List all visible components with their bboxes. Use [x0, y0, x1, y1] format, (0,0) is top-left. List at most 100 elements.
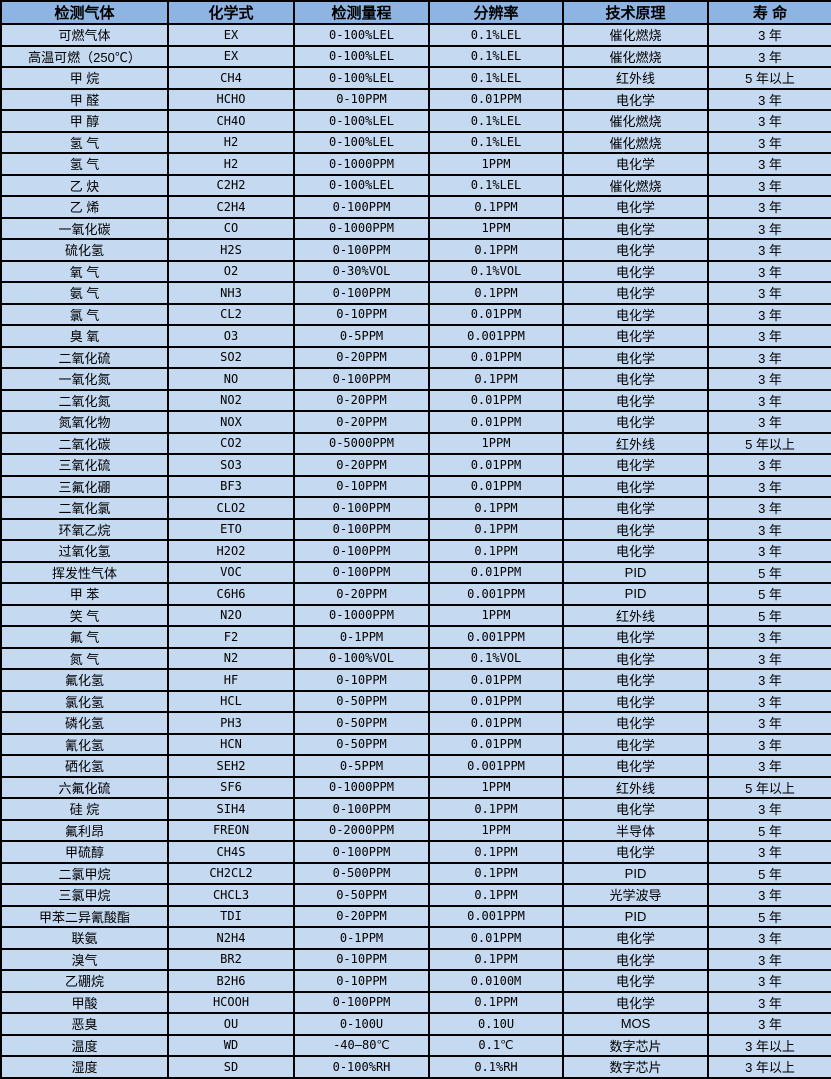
cell-technology-principle: 电化学 [562, 281, 709, 305]
cell-resolution: 0.1PPM [428, 367, 564, 391]
cell-resolution: 0.01PPM [428, 345, 564, 369]
cell-lifespan: 3 年 [707, 1012, 831, 1036]
cell-resolution: 0.1PPM [428, 238, 564, 262]
cell-technology-principle: 数字芯片 [562, 1033, 709, 1057]
table-row: 过氧化氢 H2O2 0-100PPM 0.1PPM 电化学 3 年 [0, 539, 831, 563]
cell-lifespan: 3 年 [707, 474, 831, 498]
cell-technology-principle: 电化学 [562, 152, 709, 176]
cell-detection-range: 0-1000PPM [293, 775, 430, 799]
table-row: 笑 气 N2O 0-1000PPM 1PPM 红外线 5 年 [0, 603, 831, 627]
table-row: 甲苯二异氰酸酯 TDI 0-20PPM 0.001PPM PID 5 年 [0, 904, 831, 928]
cell-gas-name: 甲 苯 [0, 582, 169, 606]
cell-detection-range: 0-100PPM [293, 840, 430, 864]
table-row: 甲酸 HCOOH 0-100PPM 0.1PPM 电化学 3 年 [0, 990, 831, 1014]
cell-technology-principle: PID [562, 861, 709, 885]
table-row: 一氧化氮 NO 0-100PPM 0.1PPM 电化学 3 年 [0, 367, 831, 391]
cell-lifespan: 3 年 [707, 130, 831, 154]
cell-gas-name: 湿度 [0, 1055, 169, 1079]
cell-gas-name: 联氨 [0, 926, 169, 950]
cell-technology-principle: 电化学 [562, 926, 709, 950]
cell-detection-range: 0-10PPM [293, 87, 430, 111]
cell-detection-range: 0-5000PPM [293, 431, 430, 455]
cell-gas-name: 二氧化氯 [0, 496, 169, 520]
cell-resolution: 0.01PPM [428, 689, 564, 713]
cell-resolution: 1PPM [428, 818, 564, 842]
cell-chemical-formula: ETO [167, 517, 295, 541]
cell-technology-principle: 电化学 [562, 496, 709, 520]
cell-resolution: 0.01PPM [428, 732, 564, 756]
cell-chemical-formula: O2 [167, 259, 295, 283]
cell-lifespan: 3 年 [707, 238, 831, 262]
cell-detection-range: 0-1PPM [293, 926, 430, 950]
table-row: 恶臭 OU 0-100U 0.10U MOS 3 年 [0, 1012, 831, 1036]
cell-detection-range: 0-500PPM [293, 861, 430, 885]
cell-resolution: 1PPM [428, 603, 564, 627]
cell-resolution: 0.01PPM [428, 87, 564, 111]
cell-resolution: 0.1PPM [428, 517, 564, 541]
table-row: 乙 炔 C2H2 0-100%LEL 0.1%LEL 催化燃烧 3 年 [0, 173, 831, 197]
cell-technology-principle: 电化学 [562, 754, 709, 778]
cell-chemical-formula: CH4 [167, 66, 295, 90]
cell-resolution: 0.001PPM [428, 754, 564, 778]
cell-gas-name: 硒化氢 [0, 754, 169, 778]
cell-resolution: 0.1PPM [428, 797, 564, 821]
cell-detection-range: 0-100U [293, 1012, 430, 1036]
cell-lifespan: 3 年以上 [707, 1033, 831, 1057]
cell-gas-name: 环氧乙烷 [0, 517, 169, 541]
cell-resolution: 1PPM [428, 775, 564, 799]
cell-detection-range: 0-100%LEL [293, 173, 430, 197]
table-header: 检测气体 化学式 检测量程 分辨率 技术原理 寿 命 [0, 0, 831, 25]
cell-lifespan: 3 年 [707, 926, 831, 950]
cell-gas-name: 二氯甲烷 [0, 861, 169, 885]
cell-resolution: 0.1PPM [428, 861, 564, 885]
cell-gas-name: 硫化氢 [0, 238, 169, 262]
cell-gas-name: 挥发性气体 [0, 560, 169, 584]
cell-gas-name: 氯化氢 [0, 689, 169, 713]
cell-gas-name: 氢 气 [0, 130, 169, 154]
cell-technology-principle: 红外线 [562, 431, 709, 455]
cell-detection-range: 0-100PPM [293, 990, 430, 1014]
table-row: 臭 氧 O3 0-5PPM 0.001PPM 电化学 3 年 [0, 324, 831, 348]
cell-chemical-formula: C2H4 [167, 195, 295, 219]
cell-gas-name: 一氧化氮 [0, 367, 169, 391]
cell-lifespan: 3 年 [707, 302, 831, 326]
cell-gas-name: 硅 烷 [0, 797, 169, 821]
cell-resolution: 1PPM [428, 431, 564, 455]
cell-gas-name: 氮 气 [0, 646, 169, 670]
cell-chemical-formula: CO2 [167, 431, 295, 455]
cell-technology-principle: MOS [562, 1012, 709, 1036]
cell-chemical-formula: SO2 [167, 345, 295, 369]
cell-lifespan: 3 年 [707, 732, 831, 756]
table-row: 二氧化硫 SO2 0-20PPM 0.01PPM 电化学 3 年 [0, 345, 831, 369]
cell-resolution: 0.01PPM [428, 474, 564, 498]
cell-technology-principle: 电化学 [562, 732, 709, 756]
cell-lifespan: 3 年 [707, 87, 831, 111]
cell-detection-range: 0-100%LEL [293, 66, 430, 90]
cell-chemical-formula: CH4S [167, 840, 295, 864]
cell-gas-name: 甲 醇 [0, 109, 169, 133]
cell-detection-range: 0-10PPM [293, 947, 430, 971]
cell-gas-name: 二氧化氮 [0, 388, 169, 412]
cell-detection-range: 0-20PPM [293, 410, 430, 434]
cell-detection-range: 0-50PPM [293, 883, 430, 907]
cell-detection-range: 0-10PPM [293, 474, 430, 498]
cell-resolution: 0.1%VOL [428, 646, 564, 670]
table-row: 环氧乙烷 ETO 0-100PPM 0.1PPM 电化学 3 年 [0, 517, 831, 541]
cell-detection-range: 0-100PPM [293, 195, 430, 219]
table-row: 三氟化硼 BF3 0-10PPM 0.01PPM 电化学 3 年 [0, 474, 831, 498]
cell-chemical-formula: HCL [167, 689, 295, 713]
cell-detection-range: 0-30%VOL [293, 259, 430, 283]
cell-detection-range: 0-100PPM [293, 496, 430, 520]
cell-detection-range: 0-100PPM [293, 797, 430, 821]
cell-lifespan: 3 年 [707, 689, 831, 713]
cell-technology-principle: 电化学 [562, 195, 709, 219]
cell-lifespan: 3 年 [707, 969, 831, 993]
cell-resolution: 0.1%LEL [428, 44, 564, 68]
cell-resolution: 0.01PPM [428, 388, 564, 412]
cell-chemical-formula: F2 [167, 625, 295, 649]
cell-chemical-formula: SEH2 [167, 754, 295, 778]
cell-detection-range: 0-10PPM [293, 969, 430, 993]
cell-lifespan: 3 年 [707, 883, 831, 907]
cell-resolution: 0.001PPM [428, 324, 564, 348]
cell-lifespan: 3 年 [707, 668, 831, 692]
